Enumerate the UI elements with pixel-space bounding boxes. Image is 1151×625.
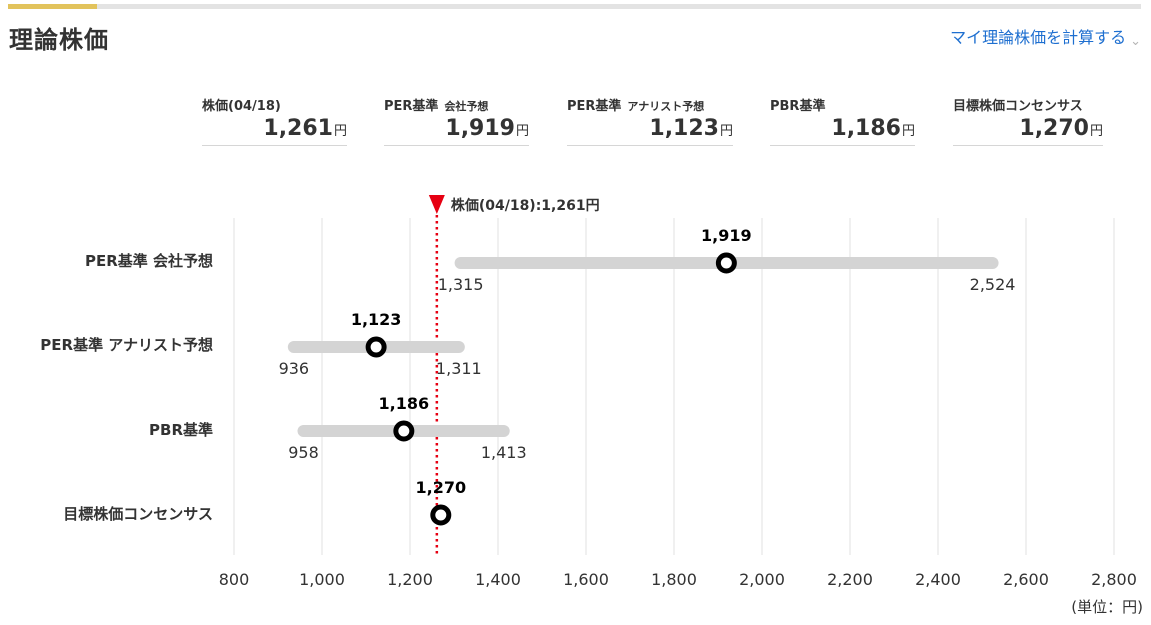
section-top-bar-accent <box>8 4 97 9</box>
value-label: 1,270 <box>415 478 466 497</box>
range-high-label: 1,311 <box>436 359 482 378</box>
row-label-per-analyst: PER基準 アナリスト予想 <box>40 336 213 354</box>
summary-value: 1,270円 <box>953 116 1103 146</box>
value-label: 1,123 <box>351 310 402 329</box>
summary-value: 1,123円 <box>567 116 733 146</box>
summary-label: 株価(04/18) <box>202 99 281 114</box>
summary-stock-price: 株価(04/18) 1,261円 <box>202 95 347 146</box>
range-low-label: 936 <box>279 359 310 378</box>
x-tick-label: 1,200 <box>387 570 433 589</box>
summary-value: 1,919円 <box>384 116 529 146</box>
theoretical-price-chart: 800 1,000 1,200 1,400 1,600 1,800 2,000 2,200 2,… <box>219 195 1137 589</box>
summary-per-company: PER基準 会社予想 1,919円 <box>384 95 529 146</box>
value-label: 1,919 <box>701 226 752 245</box>
summary-label: 目標株価コンセンサス <box>953 99 1083 114</box>
row-label-per-company: PER基準 会社予想 <box>84 252 213 270</box>
x-tick-label: 1,600 <box>563 570 609 589</box>
summary-per-analyst: PER基準 アナリスト予想 1,123円 <box>567 95 733 146</box>
current-price-triangle-icon <box>428 195 445 214</box>
x-tick-label: 1,400 <box>475 570 521 589</box>
x-tick-label: 2,600 <box>1003 570 1049 589</box>
current-price-label: 株価(04/18):1,261円 <box>451 197 600 214</box>
value-label: 1,186 <box>379 394 430 413</box>
range-high-label: 1,413 <box>481 443 527 462</box>
row-label-target-consensus: 目標株価コンセンサス <box>63 505 213 523</box>
chevron-down-icon: ⌄ <box>1130 34 1141 49</box>
summary-label: PER基準 会社予想 <box>384 99 489 114</box>
summary-label: PER基準 アナリスト予想 <box>567 99 705 114</box>
section-top-bar <box>8 4 1141 9</box>
row-label-pbr: PBR基準 <box>149 421 213 439</box>
summary-value: 1,261円 <box>202 116 347 146</box>
x-tick-label: 2,400 <box>915 570 961 589</box>
x-tick-label: 2,000 <box>739 570 785 589</box>
range-low-label: 958 <box>288 443 319 462</box>
unit-note: (単位：円) <box>1071 598 1143 616</box>
value-point <box>393 420 415 442</box>
summary-pbr: PBR基準 1,186円 <box>770 95 915 146</box>
calc-theoretical-price-link[interactable]: マイ理論株価を計算する ⌄ <box>950 24 1141 49</box>
summary-value: 1,186円 <box>770 116 915 146</box>
calc-link-label: マイ理論株価を計算する <box>950 28 1127 47</box>
x-tick-label: 1,800 <box>651 570 697 589</box>
value-point <box>365 336 387 358</box>
range-high-label: 2,524 <box>970 275 1016 294</box>
x-tick-label: 2,200 <box>827 570 873 589</box>
x-tick-label: 800 <box>219 570 250 589</box>
summary-target-consensus: 目標株価コンセンサス 1,270円 <box>953 95 1103 146</box>
x-tick-label: 2,800 <box>1091 570 1137 589</box>
value-point <box>715 252 737 274</box>
summary-label: PBR基準 <box>770 99 826 114</box>
x-tick-label: 1,000 <box>299 570 345 589</box>
value-point <box>430 504 452 526</box>
page-title: 理論株価 <box>9 26 109 54</box>
range-low-label: 1,315 <box>438 275 484 294</box>
